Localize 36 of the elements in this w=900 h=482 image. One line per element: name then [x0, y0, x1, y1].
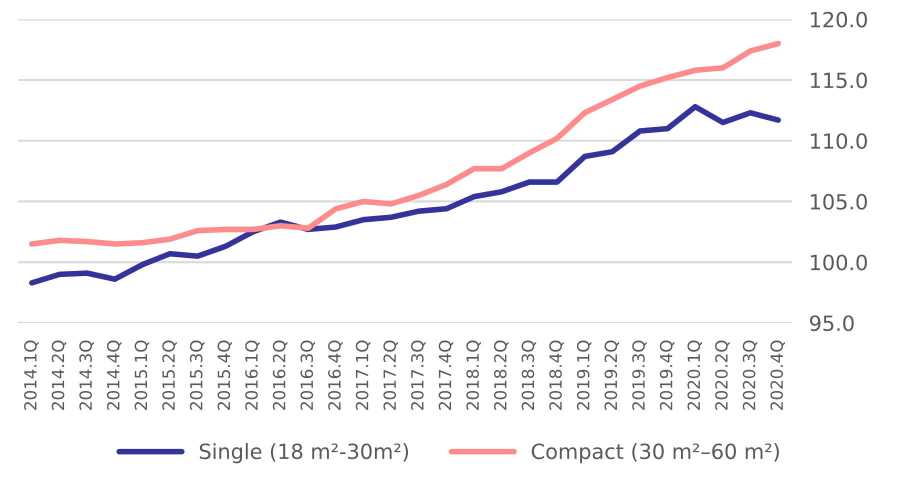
x-tick-label: 2016.3Q: [300, 340, 315, 410]
x-tick-label: 2017.1Q: [356, 340, 370, 410]
x-tick-label: 2017.2Q: [383, 340, 398, 410]
x-tick-label: 2019.2Q: [604, 340, 620, 410]
x-tick-label: 2018.4Q: [549, 340, 564, 410]
legend-label: Compact (30 m²–60 m²): [532, 443, 779, 464]
x-tick-label: 2016.4Q: [328, 340, 343, 410]
x-tick-label: 2015.2Q: [162, 340, 177, 410]
x-tick-label: 2017.4Q: [438, 340, 454, 410]
x-tick-label: 2016.2Q: [272, 340, 288, 410]
x-tick-label: 2019.3Q: [632, 340, 647, 410]
x-tick-label: 2019.1Q: [576, 340, 592, 410]
x-tick-label: 2019.4Q: [660, 340, 674, 410]
y-tick-label: 100.0: [810, 254, 867, 270]
x-tick-label: 2018.3Q: [522, 340, 536, 410]
x-tick-label: 2020.2Q: [715, 340, 730, 410]
x-tick-label: 2014.4Q: [106, 340, 122, 410]
x-tick-label: 2017.3Q: [411, 340, 426, 410]
y-tick-label: 95.0: [810, 315, 854, 332]
y-tick-label: 110.0: [810, 133, 867, 149]
y-tick-label: 120.0: [810, 12, 867, 28]
x-tick-label: 2014.3Q: [79, 340, 94, 410]
x-tick-label: 2020.3Q: [742, 340, 758, 410]
x-tick-label: 2014.2Q: [52, 340, 66, 410]
x-tick-label: 2020.1Q: [687, 340, 702, 410]
x-tick-label: 2015.3Q: [190, 340, 204, 410]
x-tick-label: 2018.1Q: [466, 340, 481, 410]
x-tick-label: 2014.1Q: [24, 340, 39, 410]
y-tick-label: 115.0: [810, 72, 867, 88]
x-tick-label: 2020.4Q: [770, 340, 785, 410]
x-tick-label: 2016.1Q: [245, 340, 260, 410]
x-tick-label: 2015.1Q: [134, 340, 150, 410]
y-tick-label: 105.0: [810, 194, 867, 210]
x-tick-label: 2015.4Q: [218, 340, 232, 410]
x-tick-label: 2018.2Q: [494, 340, 508, 410]
legend-label: Single (18 m²-30m²): [200, 443, 408, 464]
